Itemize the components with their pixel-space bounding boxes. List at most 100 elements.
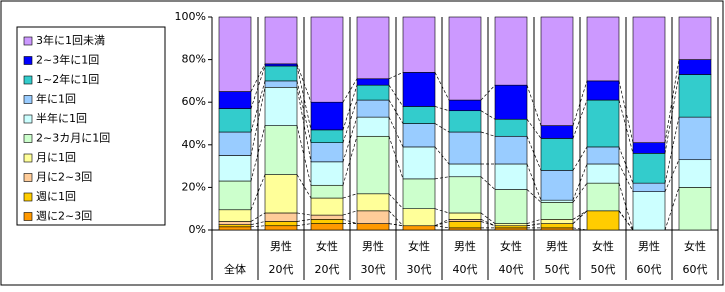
bar-segment <box>402 72 436 107</box>
connector-line <box>480 110 496 120</box>
connector-line <box>526 85 542 126</box>
bar-segment <box>402 225 436 231</box>
legend-label: 1~2年に1回 <box>36 72 99 86</box>
bar-segment <box>264 16 298 65</box>
bar-segment <box>540 202 574 220</box>
bar-segment <box>632 182 666 192</box>
connector-line <box>618 99 634 154</box>
bar-segment <box>678 59 712 75</box>
connector-line <box>296 212 312 216</box>
y-tick-label: 100% <box>175 10 206 23</box>
bar-segment <box>494 189 528 224</box>
bar-segment <box>356 99 390 118</box>
bar-segment <box>494 84 528 120</box>
connector-line <box>250 221 266 226</box>
bar-segment <box>356 78 390 86</box>
connector-line <box>618 80 634 143</box>
bar-segment <box>448 212 482 220</box>
bar-segment <box>402 178 436 210</box>
connector-line <box>388 116 404 148</box>
legend-marker <box>23 95 33 104</box>
connector-line <box>250 174 266 210</box>
x-tick-label: 40代 <box>453 263 478 276</box>
bar-segment <box>540 219 574 224</box>
bar-segment <box>540 199 574 203</box>
x-tick-label: 男性 <box>362 239 384 253</box>
connector-line <box>250 65 266 109</box>
connector-line <box>342 193 358 199</box>
x-tick-label: 女性 <box>408 239 430 253</box>
bar-segment <box>310 197 344 216</box>
legend-label: 週に2~3回 <box>36 210 92 223</box>
connector-line <box>618 210 634 231</box>
bar-segment <box>540 16 574 126</box>
connector-line <box>526 163 542 201</box>
bar-segment <box>448 221 482 229</box>
bar-segment <box>494 118 528 137</box>
connector-line <box>342 210 358 216</box>
bar-segment <box>402 208 436 227</box>
bar-segment <box>264 80 298 88</box>
bar-segment <box>586 146 620 165</box>
connector-line <box>572 80 588 126</box>
bar-segment <box>540 125 574 139</box>
connector-line <box>342 117 358 162</box>
bar-segment <box>540 138 574 171</box>
bar-segment <box>310 223 344 231</box>
connector-line <box>526 223 542 227</box>
legend-label: 月に2~3回 <box>36 171 92 184</box>
bar-segment <box>310 16 344 103</box>
connector-line <box>480 131 496 137</box>
connector-line <box>296 219 312 222</box>
bar-segment <box>218 209 252 222</box>
bar-segment <box>218 16 252 92</box>
bar-segment <box>402 106 436 124</box>
connector-line <box>526 219 542 224</box>
y-tick-label: 40% <box>182 138 206 151</box>
connector-line <box>250 63 266 92</box>
legend-label: 半年に1回 <box>36 111 87 125</box>
bar-segment <box>310 214 344 220</box>
connector-line <box>342 78 358 103</box>
connector-line <box>572 182 588 203</box>
connector-line <box>296 174 312 199</box>
bar-segment <box>218 155 252 182</box>
x-tick-label: 女性 <box>316 239 338 253</box>
y-tick-label: 20% <box>182 180 206 193</box>
connector-line <box>480 84 496 101</box>
connector-line <box>250 87 266 156</box>
x-tick-label: 30代 <box>407 263 432 276</box>
bar-segment <box>448 219 482 222</box>
connector-line <box>342 219 358 224</box>
connector-line <box>296 223 312 227</box>
x-tick-label: 全体 <box>224 262 246 276</box>
legend-label: 2~3年に1回 <box>36 53 99 67</box>
bar-segment <box>264 221 298 227</box>
bar-segment <box>264 65 298 82</box>
bar-segment <box>586 80 620 101</box>
x-tick-label: 男性 <box>638 239 660 253</box>
bar-segment <box>586 210 620 231</box>
bar-segment <box>310 161 344 186</box>
connector-line <box>388 84 404 107</box>
bar-segment <box>448 99 482 112</box>
connector-line <box>572 146 588 171</box>
bar-segment <box>264 125 298 175</box>
connector-line <box>572 210 588 224</box>
bar-segment <box>264 86 298 126</box>
connector-line <box>388 99 404 124</box>
x-tick-label: 男性 <box>546 239 568 253</box>
bar-segment <box>448 163 482 178</box>
bar-segment <box>310 129 344 143</box>
y-tick-label: 0% <box>189 223 206 236</box>
bar-segment <box>586 16 620 82</box>
connector-line <box>480 212 496 224</box>
connector-line <box>250 212 266 222</box>
connector-line <box>388 193 404 209</box>
bar-segment <box>218 226 252 231</box>
connector-line <box>434 219 450 227</box>
legend-marker <box>23 36 33 46</box>
bar-segment <box>402 146 436 180</box>
bar-segment <box>678 16 712 60</box>
connector-line <box>434 106 450 112</box>
